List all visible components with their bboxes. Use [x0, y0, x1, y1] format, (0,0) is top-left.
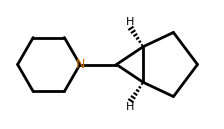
Text: H: H [126, 102, 134, 112]
Text: N: N [75, 58, 85, 71]
Text: H: H [126, 17, 134, 27]
